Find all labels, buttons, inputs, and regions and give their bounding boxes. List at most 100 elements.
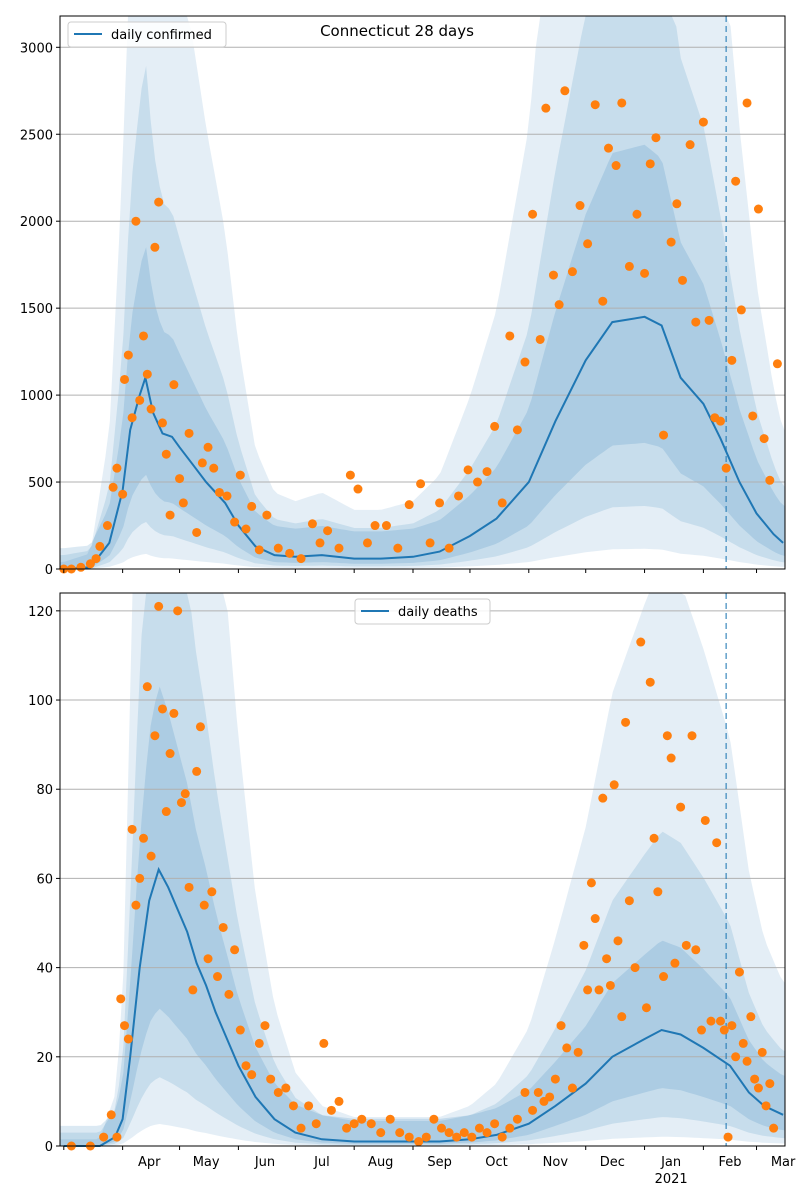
data-point <box>169 380 179 390</box>
data-point <box>178 498 188 508</box>
data-point <box>135 395 145 405</box>
data-point <box>497 498 507 508</box>
data-point <box>645 159 655 169</box>
uncertainty-band-1 <box>60 593 785 1146</box>
legend-label-confirmed: daily confirmed <box>111 28 212 43</box>
data-point <box>112 1132 122 1142</box>
data-point <box>444 543 454 553</box>
data-point <box>345 470 355 480</box>
data-point <box>273 1087 283 1097</box>
data-point <box>241 524 251 534</box>
data-point <box>765 1079 775 1089</box>
data-point <box>139 331 149 341</box>
data-point <box>131 216 141 226</box>
data-point <box>691 945 701 955</box>
data-point <box>95 541 105 551</box>
data-point <box>666 237 676 247</box>
y-tick-label: 100 <box>28 694 53 709</box>
data-point <box>452 1132 462 1142</box>
data-point <box>154 197 164 207</box>
data-point <box>624 261 634 271</box>
data-point <box>734 967 744 977</box>
daily-deaths-line <box>63 866 784 1147</box>
data-point <box>721 463 731 473</box>
data-point <box>203 442 213 452</box>
data-point <box>281 1083 291 1093</box>
data-point <box>106 1110 116 1120</box>
data-point <box>535 334 545 344</box>
data-point <box>474 1123 484 1133</box>
data-point <box>727 355 737 365</box>
data-point <box>761 1101 771 1111</box>
y-tick-label: 40 <box>36 962 53 977</box>
data-point <box>254 1038 264 1048</box>
data-point <box>102 521 112 531</box>
data-point <box>727 1021 737 1031</box>
data-point <box>197 458 207 468</box>
x-tick-label: Jun <box>254 1155 275 1170</box>
data-point <box>91 554 101 564</box>
data-point <box>385 1114 395 1124</box>
data-point <box>640 268 650 278</box>
data-point <box>161 449 171 459</box>
confirmed-series <box>59 16 784 574</box>
data-point <box>76 562 86 572</box>
data-point <box>719 1025 729 1035</box>
data-point <box>454 491 464 501</box>
data-point <box>353 484 363 494</box>
data-point <box>296 554 306 564</box>
data-point <box>630 963 640 973</box>
plot-frame <box>59 592 786 1147</box>
data-point <box>326 1105 336 1115</box>
data-point <box>108 482 118 492</box>
data-point <box>742 98 752 108</box>
data-point <box>528 1105 538 1115</box>
data-point <box>173 606 183 616</box>
data-point <box>698 117 708 127</box>
data-point <box>395 1128 405 1138</box>
data-point <box>533 1087 543 1097</box>
data-point <box>649 833 659 843</box>
data-point <box>617 1012 627 1022</box>
data-point <box>598 793 608 803</box>
y-tick-label: 0 <box>45 1140 53 1155</box>
data-point <box>609 780 619 790</box>
data-point <box>712 838 722 848</box>
data-point <box>214 487 224 497</box>
data-point <box>247 1070 257 1080</box>
legend-label-deaths: daily deaths <box>398 605 478 620</box>
x-tick-label: Sep <box>427 1155 452 1170</box>
data-point <box>590 914 600 924</box>
data-point <box>165 510 175 520</box>
data-point <box>421 1132 431 1142</box>
data-point <box>594 985 604 995</box>
data-point <box>188 985 198 995</box>
data-point <box>528 209 538 219</box>
data-point <box>731 176 741 186</box>
data-point <box>218 922 228 932</box>
data-point <box>573 1047 583 1057</box>
data-point <box>404 500 414 510</box>
data-point <box>736 305 746 315</box>
data-point <box>436 1123 446 1133</box>
data-point <box>99 1132 109 1142</box>
x-tick-label: Jul <box>313 1155 330 1170</box>
data-point <box>213 972 223 982</box>
data-point <box>169 708 179 718</box>
data-point <box>146 851 156 861</box>
data-point <box>512 1114 522 1124</box>
data-point <box>319 1038 329 1048</box>
confirmed-axes: 0 500 1000 1500 2000 2500 3000 <box>20 15 786 578</box>
data-point <box>562 1043 572 1053</box>
data-point <box>554 300 564 310</box>
data-point <box>621 717 631 727</box>
data-point <box>632 209 642 219</box>
data-point <box>641 1003 651 1013</box>
confirmed-legend: daily confirmed <box>67 21 227 48</box>
data-point <box>142 369 152 379</box>
data-point <box>180 789 190 799</box>
data-point <box>715 416 725 426</box>
uncertainty-band-1 <box>60 16 785 569</box>
data-point <box>463 465 473 475</box>
